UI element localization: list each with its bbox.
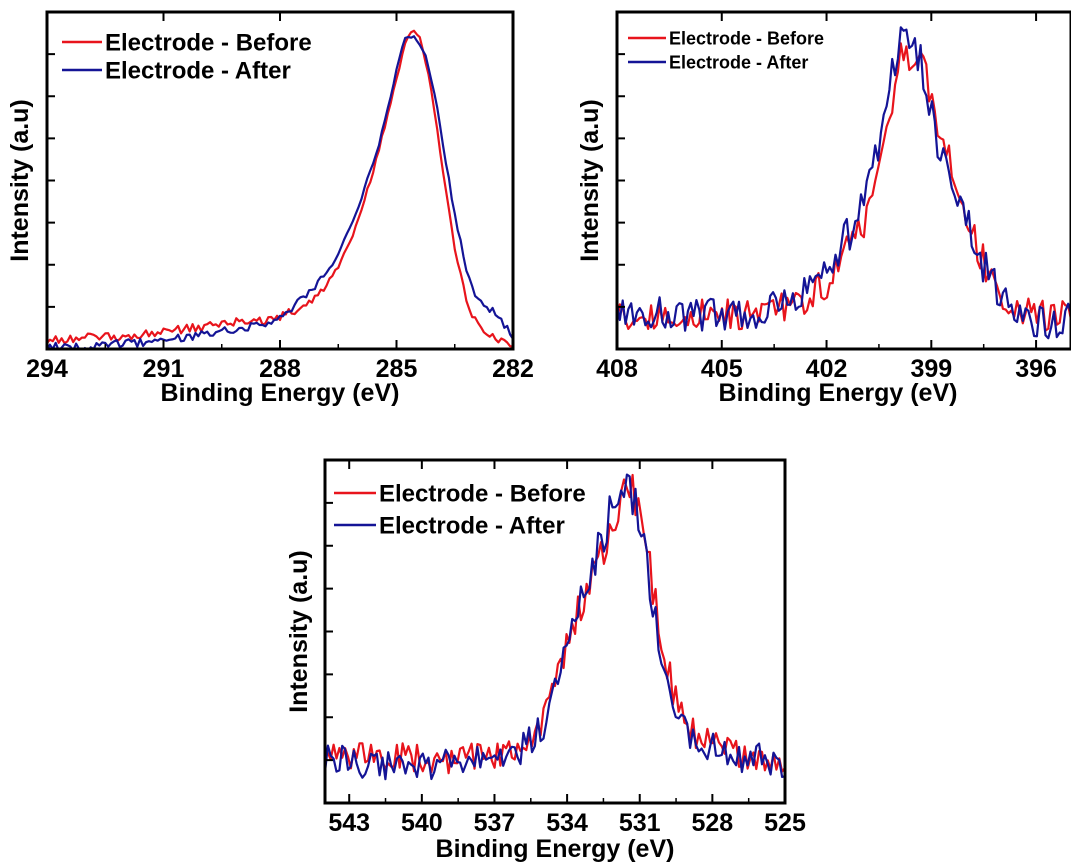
x-tick-label: 294 [26, 355, 68, 383]
y-axis-title: Intensity (a.u) [285, 550, 313, 713]
x-tick-label: 528 [692, 809, 734, 837]
series-line-before [47, 29, 513, 348]
x-axis-title: Binding Energy (eV) [719, 379, 958, 407]
x-tick-label: 285 [376, 355, 418, 383]
legend: Electrode - Before Electrode - After [628, 28, 824, 72]
x-tick-label: 543 [328, 809, 370, 837]
legend: Electrode - Before Electrode - After [334, 481, 586, 540]
x-tick-label: 402 [806, 355, 848, 383]
x-tick-label: 396 [1015, 355, 1057, 383]
chart-panel-1: 294 291 288 285 282 Binding Energy (eV) Intens… [6, 10, 534, 407]
legend-label-after: Electrode - After [379, 513, 565, 540]
legend-label-before: Electrode - Before [105, 30, 312, 57]
x-axis-title: Binding Energy (eV) [161, 379, 400, 407]
series-line-after [47, 35, 513, 349]
x-tick-label: 537 [474, 809, 516, 837]
series-line-before [325, 473, 785, 775]
y-axis-title: Intensity (a.u) [576, 99, 604, 262]
series-line-after [325, 473, 785, 781]
legend-label-after: Electrode - After [669, 52, 808, 72]
x-tick-label: 534 [546, 809, 588, 837]
chart-panel-2: 408 405 402 399 396 Binding Energy (eV) Intens… [576, 10, 1071, 407]
x-tick-label: 288 [259, 355, 301, 383]
x-tick-label: 291 [143, 355, 185, 383]
x-tick-label: 405 [701, 355, 743, 383]
x-axis-title: Binding Energy (eV) [436, 835, 675, 863]
x-tick-label: 399 [910, 355, 952, 383]
x-tick-label: 540 [401, 809, 443, 837]
x-tick-label: 531 [619, 809, 661, 837]
x-tick-label: 408 [596, 355, 638, 383]
x-tick-label: 525 [764, 809, 806, 837]
y-axis-title: Intensity (a.u) [6, 99, 34, 262]
series-line-after [617, 26, 1071, 340]
chart-panel-3: 543 540 537 534 531 528 525 Binding Energy (eV)… [285, 458, 806, 863]
legend-label-after: Electrode - After [105, 58, 291, 85]
legend-label-before: Electrode - Before [669, 28, 824, 48]
x-tick-label: 282 [492, 355, 534, 383]
series-line-before [617, 42, 1071, 332]
legend-label-before: Electrode - Before [379, 481, 586, 508]
